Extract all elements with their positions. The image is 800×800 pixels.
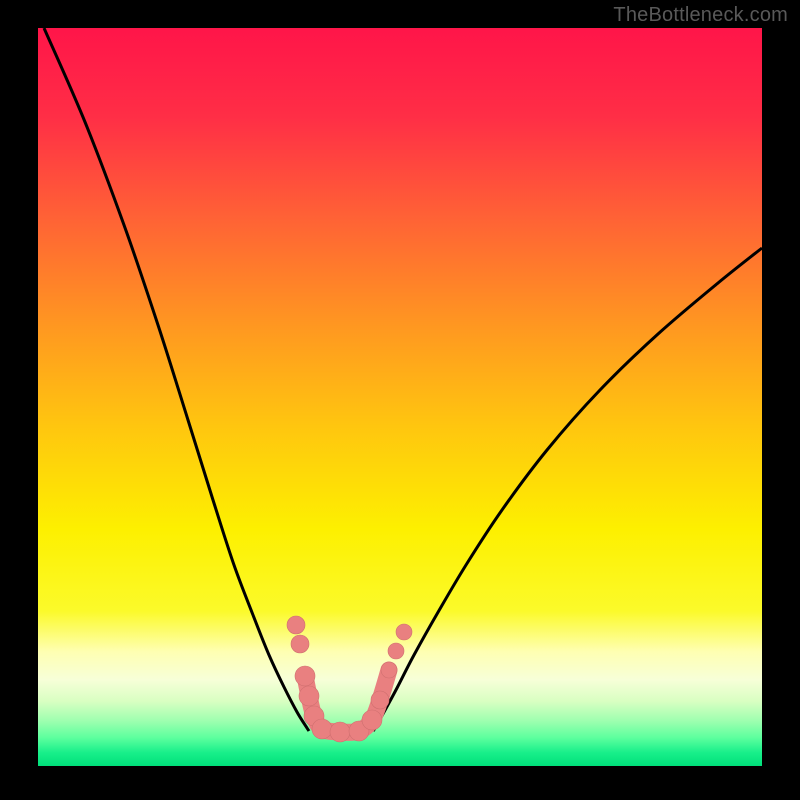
marker-bead (287, 616, 305, 634)
marker-bead (371, 691, 389, 709)
chart-frame: TheBottleneck.com (0, 0, 800, 800)
marker-bead (330, 722, 350, 742)
marker-bead (312, 719, 332, 739)
marker-bead (388, 643, 404, 659)
watermark-text: TheBottleneck.com (613, 4, 788, 27)
marker-bead (291, 635, 309, 653)
marker-bead (295, 666, 315, 686)
marker-bead (299, 686, 319, 706)
bottleneck-curve-chart (0, 0, 800, 800)
marker-bead (362, 710, 382, 730)
marker-bead (396, 624, 412, 640)
marker-bead (381, 662, 397, 678)
